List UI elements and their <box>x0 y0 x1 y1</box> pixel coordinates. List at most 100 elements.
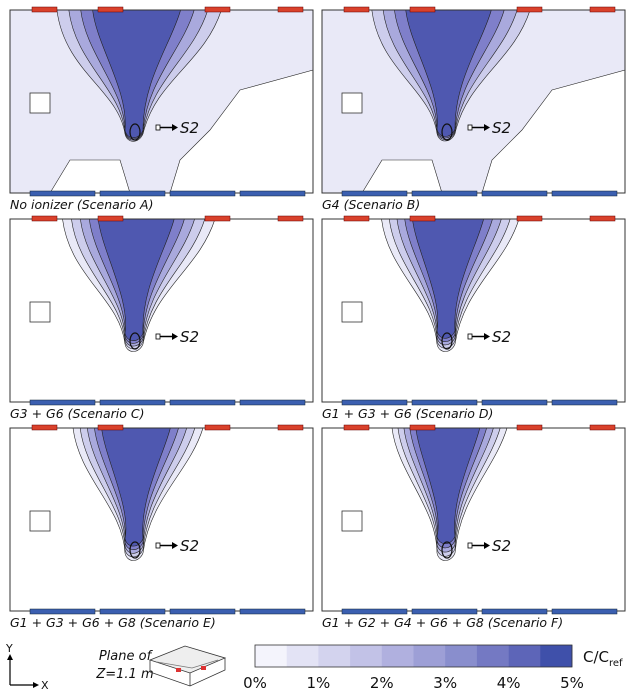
exhaust-grille <box>100 400 165 405</box>
contour-panel: S2 G1 + G3 + G6 + G8 (Scenario E) <box>10 425 313 630</box>
colorbar-step <box>382 645 414 667</box>
supply-diffuser <box>410 7 435 12</box>
source-label: S2 <box>180 119 199 137</box>
contour-panel: S2 G1 + G3 + G6 (Scenario D) <box>322 216 625 421</box>
colorbar-tick-label: 4% <box>497 674 521 692</box>
column <box>342 511 362 531</box>
room-icon <box>150 646 225 686</box>
colorbar-step <box>509 645 541 667</box>
colorbar-step <box>445 645 477 667</box>
exhaust-grille <box>100 609 165 614</box>
exhaust-grille <box>482 191 547 196</box>
source-label: S2 <box>492 328 511 346</box>
exhaust-grille <box>482 400 547 405</box>
exhaust-grille <box>552 191 617 196</box>
exhaust-grille <box>240 609 305 614</box>
panel-caption: G1 + G3 + G6 (Scenario D) <box>322 406 493 421</box>
column <box>342 93 362 113</box>
supply-diffuser <box>344 7 369 12</box>
contour-panel: S2 G4 (Scenario B) <box>322 7 625 212</box>
supply-diffuser <box>98 425 123 430</box>
source-marker <box>468 334 472 339</box>
axis-x-label: X <box>41 679 49 692</box>
exhaust-grille <box>342 400 407 405</box>
column <box>342 302 362 322</box>
supply-diffuser <box>32 216 57 221</box>
source-marker <box>156 543 160 548</box>
supply-diffuser <box>517 216 542 221</box>
supply-diffuser <box>205 216 230 221</box>
source-label: S2 <box>180 328 199 346</box>
exhaust-grille <box>552 609 617 614</box>
colorbar-tick-label: 0% <box>243 674 267 692</box>
contour-panel: S2 No ionizer (Scenario A) <box>10 7 313 212</box>
supply-diffuser <box>205 7 230 12</box>
supply-diffuser <box>344 216 369 221</box>
exhaust-grille <box>240 191 305 196</box>
contour-panel: S2 G1 + G2 + G4 + G6 + G8 (Scenario F) <box>322 425 625 630</box>
contour-panel: S2 G3 + G6 (Scenario C) <box>10 216 313 421</box>
colorbar-step <box>350 645 382 667</box>
exhaust-grille <box>100 191 165 196</box>
exhaust-grille <box>30 191 95 196</box>
exhaust-grille <box>412 609 477 614</box>
source-label: S2 <box>180 537 199 555</box>
supply-diffuser <box>590 7 615 12</box>
exhaust-grille <box>412 191 477 196</box>
exhaust-grille <box>482 609 547 614</box>
supply-diffuser <box>98 7 123 12</box>
axes-icon: Y X <box>5 642 49 692</box>
supply-diffuser <box>278 425 303 430</box>
column <box>30 302 50 322</box>
supply-diffuser <box>590 216 615 221</box>
colorbar-tick-label: 2% <box>370 674 394 692</box>
supply-diffuser <box>278 7 303 12</box>
exhaust-grille <box>170 609 235 614</box>
source-label: S2 <box>492 537 511 555</box>
axis-y-label: Y <box>5 642 13 655</box>
source-label: S2 <box>492 119 511 137</box>
plane-label: Plane of <box>99 649 154 664</box>
supply-diffuser <box>517 425 542 430</box>
supply-diffuser <box>344 425 369 430</box>
exhaust-grille <box>170 400 235 405</box>
colorbar-label: C/Cref <box>583 648 623 669</box>
source-marker <box>156 125 160 130</box>
supply-diffuser <box>32 7 57 12</box>
panel-caption: G3 + G6 (Scenario C) <box>10 406 144 421</box>
colorbar-step <box>318 645 350 667</box>
colorbar: 0% 1% 2% 3% 4% 5% <box>243 645 584 692</box>
supply-diffuser <box>410 216 435 221</box>
colorbar-step <box>477 645 509 667</box>
colorbar-step <box>540 645 572 667</box>
supply-diffuser <box>32 425 57 430</box>
exhaust-grille <box>552 400 617 405</box>
supply-diffuser <box>98 216 123 221</box>
supply-diffuser <box>517 7 542 12</box>
source-marker <box>156 334 160 339</box>
source-marker <box>468 125 472 130</box>
column <box>30 511 50 531</box>
panel-caption: G4 (Scenario B) <box>322 197 420 212</box>
colorbar-tick-label: 1% <box>307 674 331 692</box>
colorbar-tick-label: 5% <box>560 674 584 692</box>
colorbar-step <box>414 645 446 667</box>
panel-caption: No ionizer (Scenario A) <box>10 197 153 212</box>
colorbar-tick-label: 3% <box>433 674 457 692</box>
figure: Y X Plane of Z=1.1 m 0% 1% 2% 3% 4% 5% C/Cref… <box>0 0 629 693</box>
supply-diffuser <box>278 216 303 221</box>
panel-caption: G1 + G2 + G4 + G6 + G8 (Scenario F) <box>322 615 563 630</box>
exhaust-grille <box>240 400 305 405</box>
colorbar-step <box>255 645 287 667</box>
exhaust-grille <box>412 400 477 405</box>
exhaust-grille <box>170 191 235 196</box>
exhaust-grille <box>30 609 95 614</box>
supply-diffuser <box>205 425 230 430</box>
supply-diffuser <box>590 425 615 430</box>
colorbar-step <box>287 645 319 667</box>
exhaust-grille <box>342 609 407 614</box>
source-marker <box>468 543 472 548</box>
plane-label: Z=1.1 m <box>95 667 153 682</box>
panel-caption: G1 + G3 + G6 + G8 (Scenario E) <box>10 615 216 630</box>
supply-diffuser <box>410 425 435 430</box>
